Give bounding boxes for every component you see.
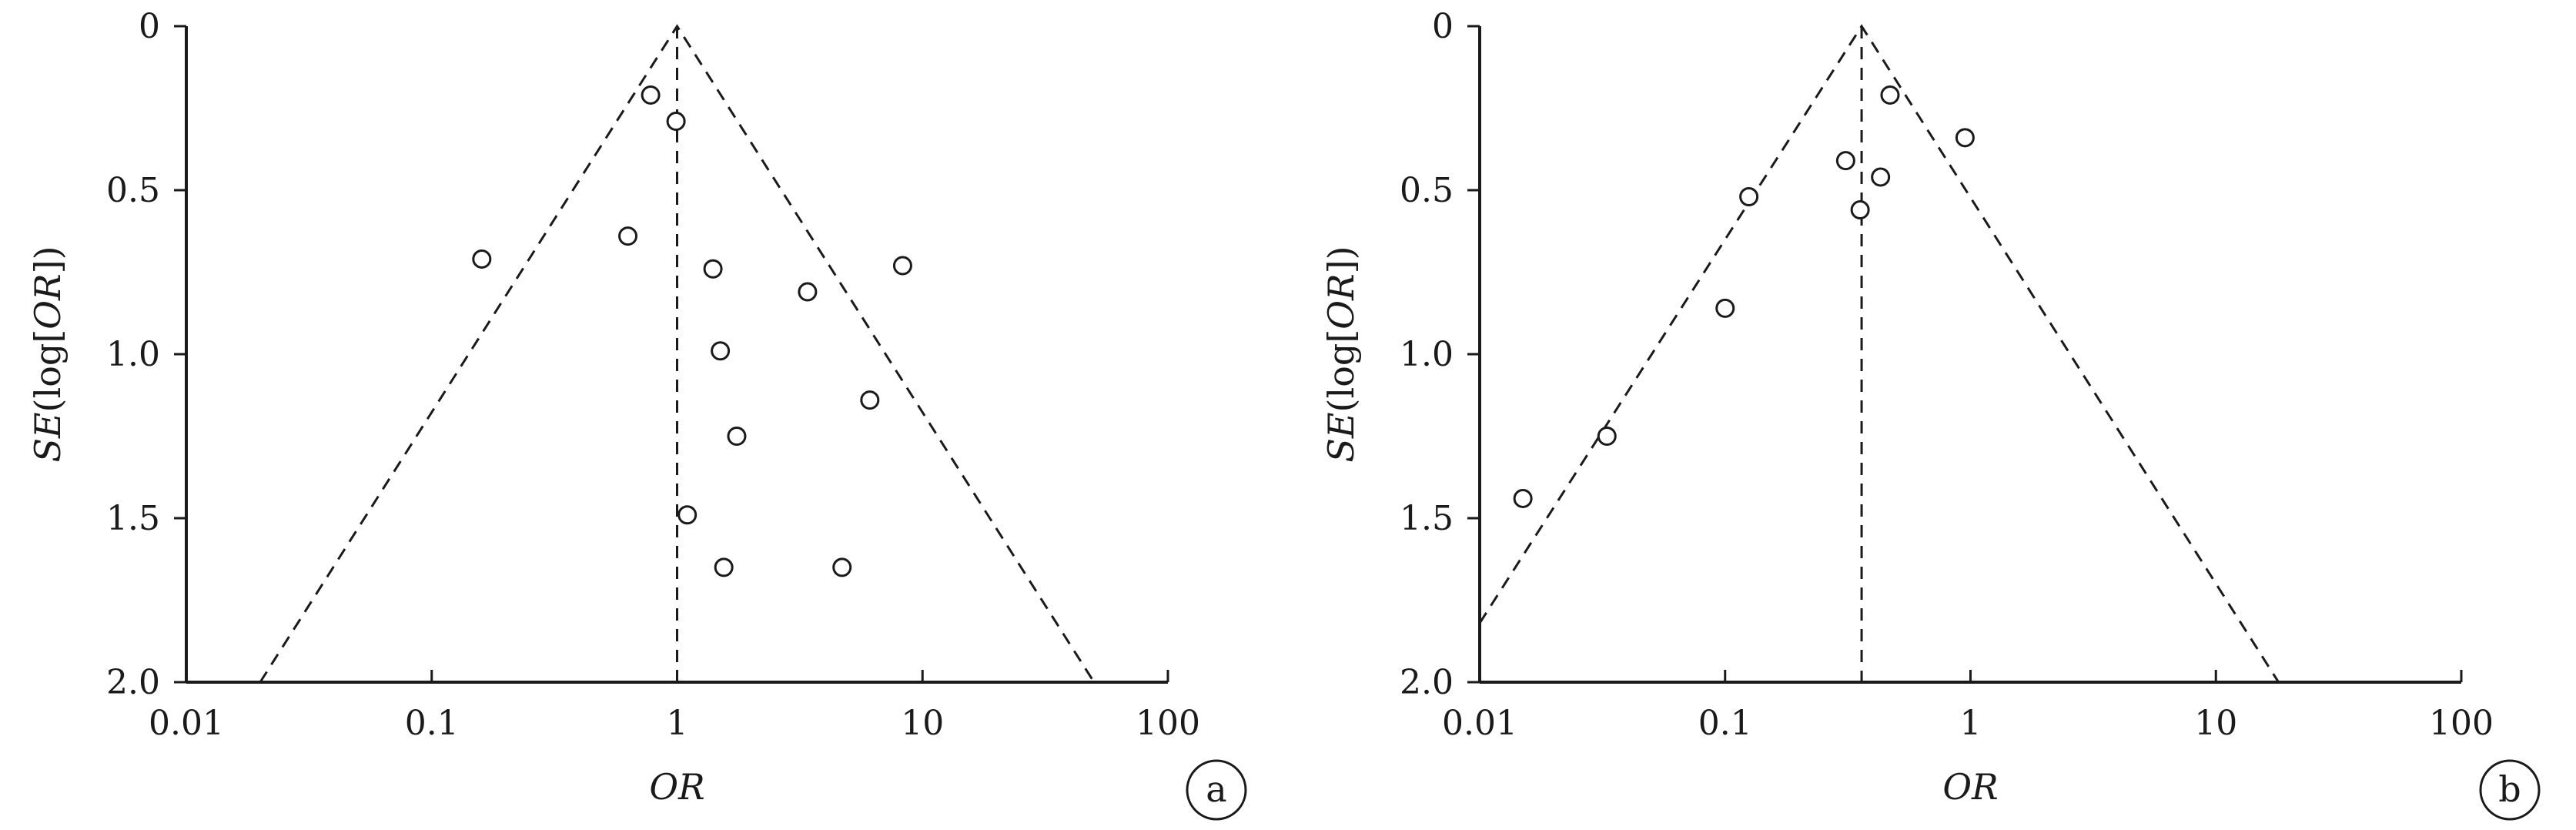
study-point	[666, 112, 686, 132]
x-axis-title: OR	[1942, 766, 1998, 808]
panel-label: a	[1206, 768, 1226, 810]
panel-label: b	[2498, 768, 2521, 810]
study-point	[860, 390, 880, 410]
x-tick-label: 10	[901, 704, 944, 743]
study-point	[703, 259, 723, 279]
study-point	[641, 85, 661, 105]
study-point	[1871, 167, 1891, 187]
x-tick-label: 100	[1136, 704, 1200, 743]
study-point	[714, 557, 734, 577]
study-point	[472, 249, 492, 269]
funnel-plot-a: 0 0.5 1.0 1.5 2.00.01 0.1 1 10 100 OR SE(log[OR]) a	[27, 7, 1247, 821]
x-tick-label: 1	[667, 704, 688, 743]
funnel-plot-b: 0 0.5 1.0 1.5 2.00.01 0.1 1 10 100 OR SE(log[OR]) b	[1320, 7, 2541, 821]
y-tick-label: 0.5	[106, 171, 160, 210]
panel-badge	[2479, 759, 2541, 821]
study-point	[1880, 85, 1900, 105]
x-tick-label: 0.01	[149, 704, 224, 743]
study-point	[677, 505, 698, 525]
y-tick-label: 1.0	[1400, 335, 1454, 374]
study-point	[1715, 298, 1735, 318]
study-point	[832, 557, 852, 577]
study-point	[727, 427, 747, 446]
y-axis-title: SE(log[OR])	[27, 246, 69, 462]
study-point	[1850, 200, 1870, 220]
x-tick-label: 10	[2194, 704, 2237, 743]
x-tick-label: 0.1	[1698, 704, 1752, 743]
y-tick-label: 1.0	[106, 335, 160, 374]
study-point	[1955, 128, 1975, 148]
y-tick-label: 1.5	[1400, 499, 1454, 538]
y-tick-label: 0	[1432, 7, 1454, 46]
x-tick-label: 100	[2429, 704, 2494, 743]
study-point	[892, 256, 912, 276]
y-tick-label: 2.0	[1400, 663, 1454, 702]
y-axis-title: SE(log[OR])	[1320, 246, 1362, 462]
study-point	[711, 341, 731, 361]
y-tick-label: 0	[139, 7, 160, 46]
study-point	[1513, 488, 1533, 508]
x-tick-label: 0.1	[405, 704, 459, 743]
study-point	[1597, 427, 1617, 446]
study-point	[1739, 187, 1759, 207]
study-point	[618, 226, 638, 246]
x-axis-title: OR	[649, 766, 704, 808]
y-tick-label: 0.5	[1400, 171, 1454, 210]
study-point	[798, 282, 818, 302]
study-point	[1835, 151, 1855, 171]
y-tick-label: 2.0	[106, 663, 160, 702]
funnel-boundary	[1478, 24, 2280, 683]
y-tick-label: 1.5	[106, 499, 160, 538]
panel-badge	[1186, 759, 1247, 821]
x-tick-label: 0.01	[1442, 704, 1517, 743]
x-tick-label: 1	[1960, 704, 1982, 743]
